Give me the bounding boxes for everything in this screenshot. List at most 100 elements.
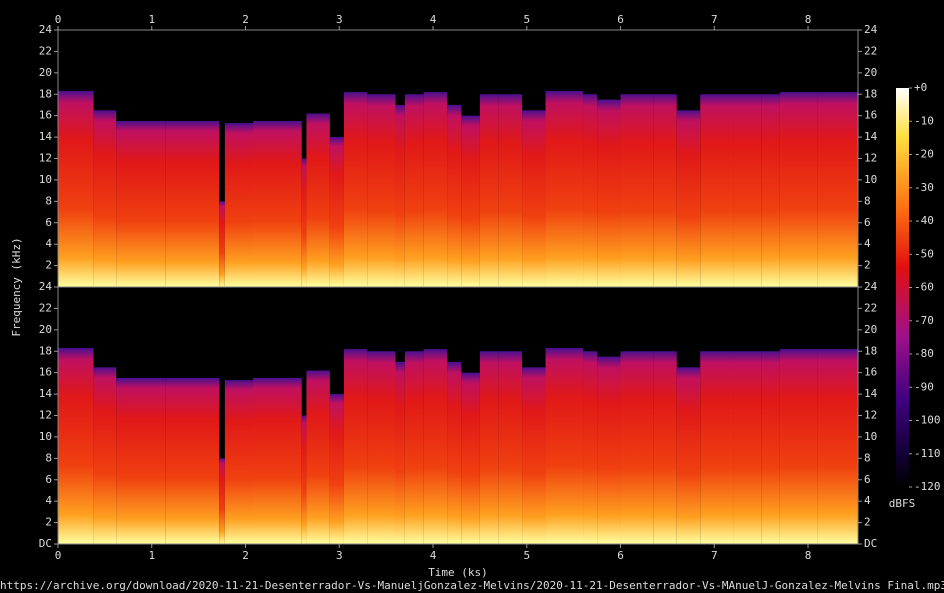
x-tick-label: 3 (336, 549, 343, 562)
x-tick-label: 2 (242, 549, 249, 562)
colorbar-tick-label: -100 (914, 414, 941, 427)
y-tick-label: 18 (864, 87, 877, 100)
y-tick-label: 18 (864, 344, 877, 357)
x-tick-label: 8 (805, 549, 812, 562)
spectrum-column (329, 394, 344, 544)
colorbar-tick-label: -30 (914, 181, 934, 194)
colorbar-tick-label: -20 (914, 148, 934, 161)
y-tick-label: 12 (864, 409, 877, 422)
spectrum-column (479, 351, 499, 544)
colorbar-tick-label: +0 (914, 81, 927, 94)
y-tick-label: 22 (864, 44, 877, 57)
spectrum-column (116, 378, 166, 544)
spectrum-column (301, 158, 307, 287)
x-tick-label: 3 (336, 13, 343, 26)
x-tick-label: 0 (55, 549, 62, 562)
spectrum-column (733, 351, 762, 544)
spectrum-column (58, 348, 94, 544)
y-tick-label: 2 (45, 516, 52, 529)
x-tick-label: 1 (148, 13, 155, 26)
spectrum-column (545, 348, 584, 544)
colorbar-tick-label: -80 (914, 347, 934, 360)
x-tick-label: 4 (430, 13, 437, 26)
spectrum-column (583, 351, 598, 544)
x-tick-label: 7 (711, 549, 718, 562)
x-tick-label: 0 (55, 13, 62, 26)
y-tick-label: 22 (39, 44, 52, 57)
x-tick-label: 5 (523, 549, 530, 562)
y-tick-label: 8 (864, 194, 871, 207)
spectrum-column (343, 92, 368, 287)
spectrum-column (545, 91, 584, 287)
spectrum-column (404, 94, 424, 287)
y-tick-label: 8 (45, 194, 52, 207)
spectrum-column (597, 99, 621, 288)
spectrum-column (165, 378, 220, 544)
spectrum-column (700, 94, 734, 287)
spectrum-column (779, 92, 818, 287)
y-tick-label: 22 (864, 301, 877, 314)
colorbar-tick-label: -60 (914, 281, 934, 294)
spectrum-column (343, 349, 368, 544)
colorbar (896, 88, 909, 487)
spectrum-column (329, 137, 344, 287)
spectrum-column (306, 113, 330, 288)
x-tick-label: 4 (430, 549, 437, 562)
y-tick-label: 24 (864, 280, 878, 293)
y-tick-label: 18 (39, 87, 52, 100)
spectrum-column (817, 349, 858, 544)
spectrum-column (395, 104, 405, 287)
spectrum-column (301, 415, 307, 544)
y-tick-label: 4 (45, 237, 52, 250)
y-tick-label: 16 (864, 109, 877, 122)
spectrum-column (253, 121, 302, 287)
y-tick-label: 4 (45, 494, 52, 507)
spectrum-column (479, 94, 499, 287)
y-tick-label: 22 (39, 301, 52, 314)
spectrum-column (58, 91, 94, 287)
spectrum-column (253, 378, 302, 544)
y-tick-label: 20 (864, 66, 877, 79)
y-tick-label: 10 (864, 430, 877, 443)
y-tick-label: 16 (864, 366, 877, 379)
spectrum-column (447, 104, 462, 287)
y-tick-label: 4 (864, 494, 871, 507)
y-tick-label: 10 (864, 173, 877, 186)
spectrum-column (93, 367, 117, 544)
spectrum-column (700, 351, 734, 544)
spectrum-column (367, 94, 396, 287)
y-axis-label: Frequency (kHz) (10, 237, 23, 336)
y-tick-label: 18 (39, 344, 52, 357)
spectrum-column (498, 94, 523, 287)
x-axis-label: Time (ks) (428, 566, 488, 579)
x-tick-label: 5 (523, 13, 530, 26)
y-tick-label: 4 (864, 237, 871, 250)
spectrum-column (522, 110, 546, 287)
y-tick-label: 10 (39, 173, 52, 186)
colorbar-tick-label: -10 (914, 114, 934, 127)
x-tick-label: 6 (617, 549, 624, 562)
colorbar-tick-label: -50 (914, 247, 934, 260)
spectrum-column (653, 94, 677, 287)
spectrum-column (423, 349, 448, 544)
y-tick-label: 6 (45, 473, 52, 486)
colorbar-tick-label: -110 (914, 447, 941, 460)
x-tick-label: 1 (148, 549, 155, 562)
y-tick-label: 2 (864, 259, 871, 272)
y-tick-label: 10 (39, 430, 52, 443)
y-tick-label: 14 (39, 130, 53, 143)
y-tick-label: 16 (39, 109, 52, 122)
spectrum-column (461, 372, 480, 544)
colorbar-tick-label: -90 (914, 380, 934, 393)
y-tick-label: 8 (45, 451, 52, 464)
y-tick-label: 6 (864, 216, 871, 229)
y-tick-label: 8 (864, 451, 871, 464)
spectrum-column (395, 361, 405, 544)
spectrum-column (761, 351, 780, 544)
y-tick-label: DC (864, 537, 877, 550)
footer-url: https://archive.org/download/2020-11-21-… (0, 579, 944, 592)
y-tick-label: 6 (864, 473, 871, 486)
y-tick-label: 12 (39, 409, 52, 422)
spectrum-column (224, 380, 254, 544)
y-tick-label: 24 (39, 280, 53, 293)
